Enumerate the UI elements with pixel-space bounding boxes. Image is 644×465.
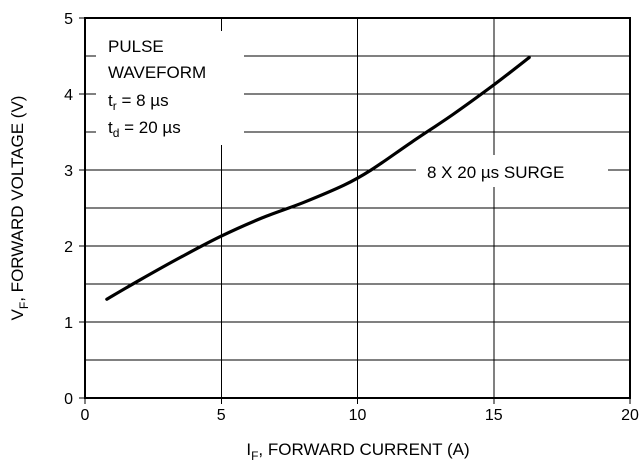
pulse-box-line1: PULSE <box>108 37 164 56</box>
y-tick-label: 4 <box>64 87 73 104</box>
surge-label-background <box>416 155 608 187</box>
pulse-box-line2: WAVEFORM <box>108 63 206 82</box>
y-tick-label: 0 <box>64 391 73 408</box>
y-tick-labels: 0 1 2 3 4 5 <box>64 11 85 408</box>
x-axis-title: IF, FORWARD CURRENT (A) <box>246 440 469 463</box>
x-tick-label: 20 <box>621 407 639 424</box>
surge-label-box: 8 X 20 µs SURGE <box>416 155 608 187</box>
pulse-waveform-box: PULSE WAVEFORM tr = 8 µs td = 20 µs <box>96 31 244 145</box>
y-tick-label: 5 <box>64 11 73 28</box>
x-tick-labels: 0 5 10 15 20 <box>81 398 639 424</box>
pulse-box-background <box>96 31 244 145</box>
pulse-box-rise-time: tr = 8 µs <box>108 91 169 113</box>
pulse-box-duration: td = 20 µs <box>108 118 181 140</box>
y-tick-label: 2 <box>64 239 73 256</box>
x-tick-label: 0 <box>81 407 90 424</box>
y-axis-title: VF, FORWARD VOLTAGE (V) <box>8 96 31 321</box>
series-line <box>105 55 531 301</box>
y-tick-label: 3 <box>64 163 73 180</box>
surge-label: 8 X 20 µs SURGE <box>427 163 564 182</box>
x-tick-label: 15 <box>485 407 503 424</box>
x-tick-label: 10 <box>349 407 367 424</box>
plot-area <box>105 55 531 301</box>
x-tick-label: 5 <box>217 407 226 424</box>
y-tick-label: 1 <box>64 315 73 332</box>
